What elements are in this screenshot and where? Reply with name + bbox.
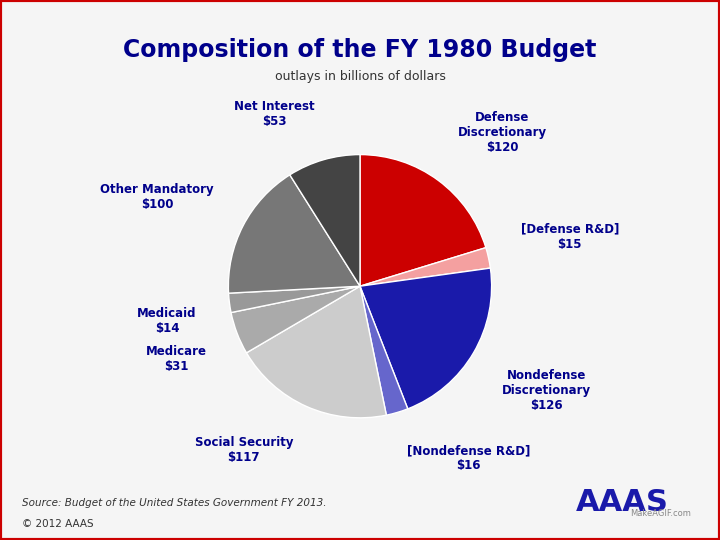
Text: Composition of the FY 1980 Budget: Composition of the FY 1980 Budget	[123, 38, 597, 62]
Text: [Nondefense R&D]
$16: [Nondefense R&D] $16	[407, 444, 530, 472]
Wedge shape	[290, 154, 360, 286]
Wedge shape	[360, 286, 408, 415]
Text: MakeAGIF.com: MakeAGIF.com	[630, 509, 691, 518]
Text: Medicaid
$14: Medicaid $14	[138, 307, 197, 335]
Text: outlays in billions of dollars: outlays in billions of dollars	[274, 70, 446, 83]
Text: Social Security
$117: Social Security $117	[194, 436, 293, 464]
Text: [Defense R&D]
$15: [Defense R&D] $15	[521, 222, 619, 251]
Wedge shape	[231, 286, 360, 353]
Text: © 2012 AAAS: © 2012 AAAS	[22, 519, 93, 529]
Text: Net Interest
$53: Net Interest $53	[234, 100, 315, 128]
Wedge shape	[360, 268, 492, 409]
Wedge shape	[246, 286, 387, 418]
Wedge shape	[360, 154, 486, 286]
Text: Defense
Discretionary
$120: Defense Discretionary $120	[458, 111, 547, 154]
Text: Medicare
$31: Medicare $31	[145, 345, 207, 373]
Text: AAAS: AAAS	[576, 488, 669, 517]
Text: Nondefense
Discretionary
$126: Nondefense Discretionary $126	[502, 369, 591, 413]
Text: Source: Budget of the United States Government FY 2013.: Source: Budget of the United States Gove…	[22, 497, 326, 508]
Wedge shape	[360, 248, 490, 286]
Wedge shape	[228, 286, 360, 313]
Wedge shape	[228, 175, 360, 293]
Text: Other Mandatory
$100: Other Mandatory $100	[100, 183, 214, 211]
